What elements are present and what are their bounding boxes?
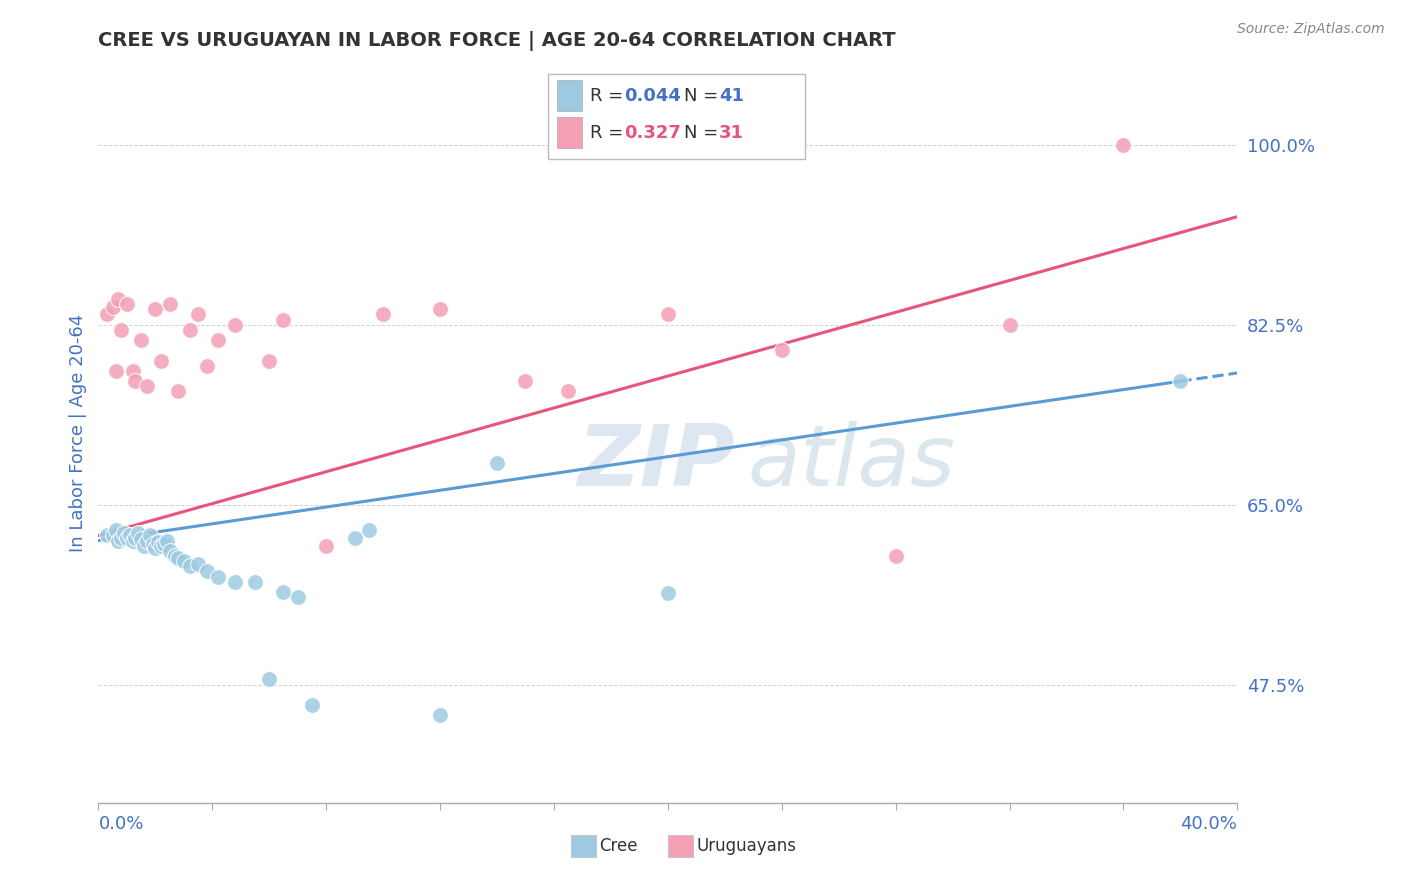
Point [179, 323, 201, 337]
Point [104, 364, 127, 378]
Bar [557, 80, 582, 112]
Bar [571, 835, 596, 857]
Text: 40.0%: 40.0% [1181, 815, 1237, 833]
Point [1112, 137, 1135, 152]
Text: R =: R = [591, 124, 630, 142]
Point [301, 698, 323, 712]
Point [315, 539, 337, 553]
Point [135, 379, 157, 393]
Point [207, 569, 229, 583]
Point [195, 565, 218, 579]
Point [224, 318, 246, 332]
Point [145, 302, 167, 317]
Text: 0.0%: 0.0% [98, 815, 143, 833]
FancyBboxPatch shape [548, 73, 804, 159]
Point [115, 531, 138, 545]
Point [187, 558, 209, 572]
Point [998, 318, 1021, 332]
Point [141, 536, 163, 550]
Point [343, 531, 366, 545]
Text: atlas: atlas [748, 421, 956, 504]
Point [96, 307, 118, 321]
Point [515, 374, 537, 388]
Point [373, 307, 395, 321]
Text: Uruguayans: Uruguayans [696, 837, 796, 855]
Text: 0.044: 0.044 [624, 87, 682, 104]
Point [101, 528, 124, 542]
Point [770, 343, 793, 358]
Point [121, 364, 143, 378]
Text: CREE VS URUGUAYAN IN LABOR FORCE | AGE 20-64 CORRELATION CHART: CREE VS URUGUAYAN IN LABOR FORCE | AGE 2… [98, 30, 896, 51]
Point [557, 384, 579, 399]
Point [156, 533, 179, 548]
Bar [557, 117, 582, 148]
Point [110, 531, 132, 545]
Text: N =: N = [683, 124, 724, 142]
Point [273, 585, 295, 599]
Point [259, 673, 281, 687]
Point [96, 528, 118, 542]
Point [486, 457, 509, 471]
Y-axis label: In Labor Force | Age 20-64: In Labor Force | Age 20-64 [69, 313, 87, 552]
Point [429, 708, 451, 723]
Bar [668, 835, 693, 857]
Point [104, 524, 127, 538]
Point [173, 554, 195, 568]
Text: ZIP: ZIP [576, 421, 734, 504]
Point [107, 533, 129, 548]
Text: N =: N = [683, 87, 724, 104]
Point [167, 551, 190, 566]
Point [159, 544, 181, 558]
Point [657, 307, 679, 321]
Point [195, 359, 218, 373]
Point [115, 297, 138, 311]
Point [884, 549, 907, 563]
Point [112, 526, 135, 541]
Point [429, 302, 451, 317]
Point [124, 374, 146, 388]
Point [224, 574, 246, 589]
Point [129, 333, 152, 347]
Point [148, 534, 170, 549]
Point [273, 312, 295, 326]
Point [135, 533, 157, 548]
Point [138, 528, 160, 542]
Text: 41: 41 [718, 87, 744, 104]
Point [207, 333, 229, 347]
Point [259, 353, 281, 368]
Point [124, 531, 146, 545]
Point [107, 292, 129, 306]
Point [110, 323, 132, 337]
Point [129, 532, 152, 546]
Point [101, 300, 124, 314]
Point [243, 574, 266, 589]
Point [132, 539, 155, 553]
Point [357, 524, 380, 538]
Point [153, 536, 176, 550]
Point [287, 590, 309, 604]
Point [1170, 374, 1192, 388]
Point [150, 353, 173, 368]
Point [167, 384, 190, 399]
Point [127, 526, 149, 541]
Point [187, 307, 209, 321]
Point [118, 528, 141, 542]
Point [657, 586, 679, 600]
Text: Source: ZipAtlas.com: Source: ZipAtlas.com [1237, 22, 1385, 37]
Text: 0.327: 0.327 [624, 124, 682, 142]
Point [165, 549, 187, 563]
Text: Cree: Cree [599, 837, 638, 855]
Point [121, 533, 143, 548]
Point [145, 541, 167, 555]
Point [159, 297, 181, 311]
Text: R =: R = [591, 87, 630, 104]
Point [150, 539, 173, 553]
Point [179, 559, 201, 574]
Text: 31: 31 [718, 124, 744, 142]
